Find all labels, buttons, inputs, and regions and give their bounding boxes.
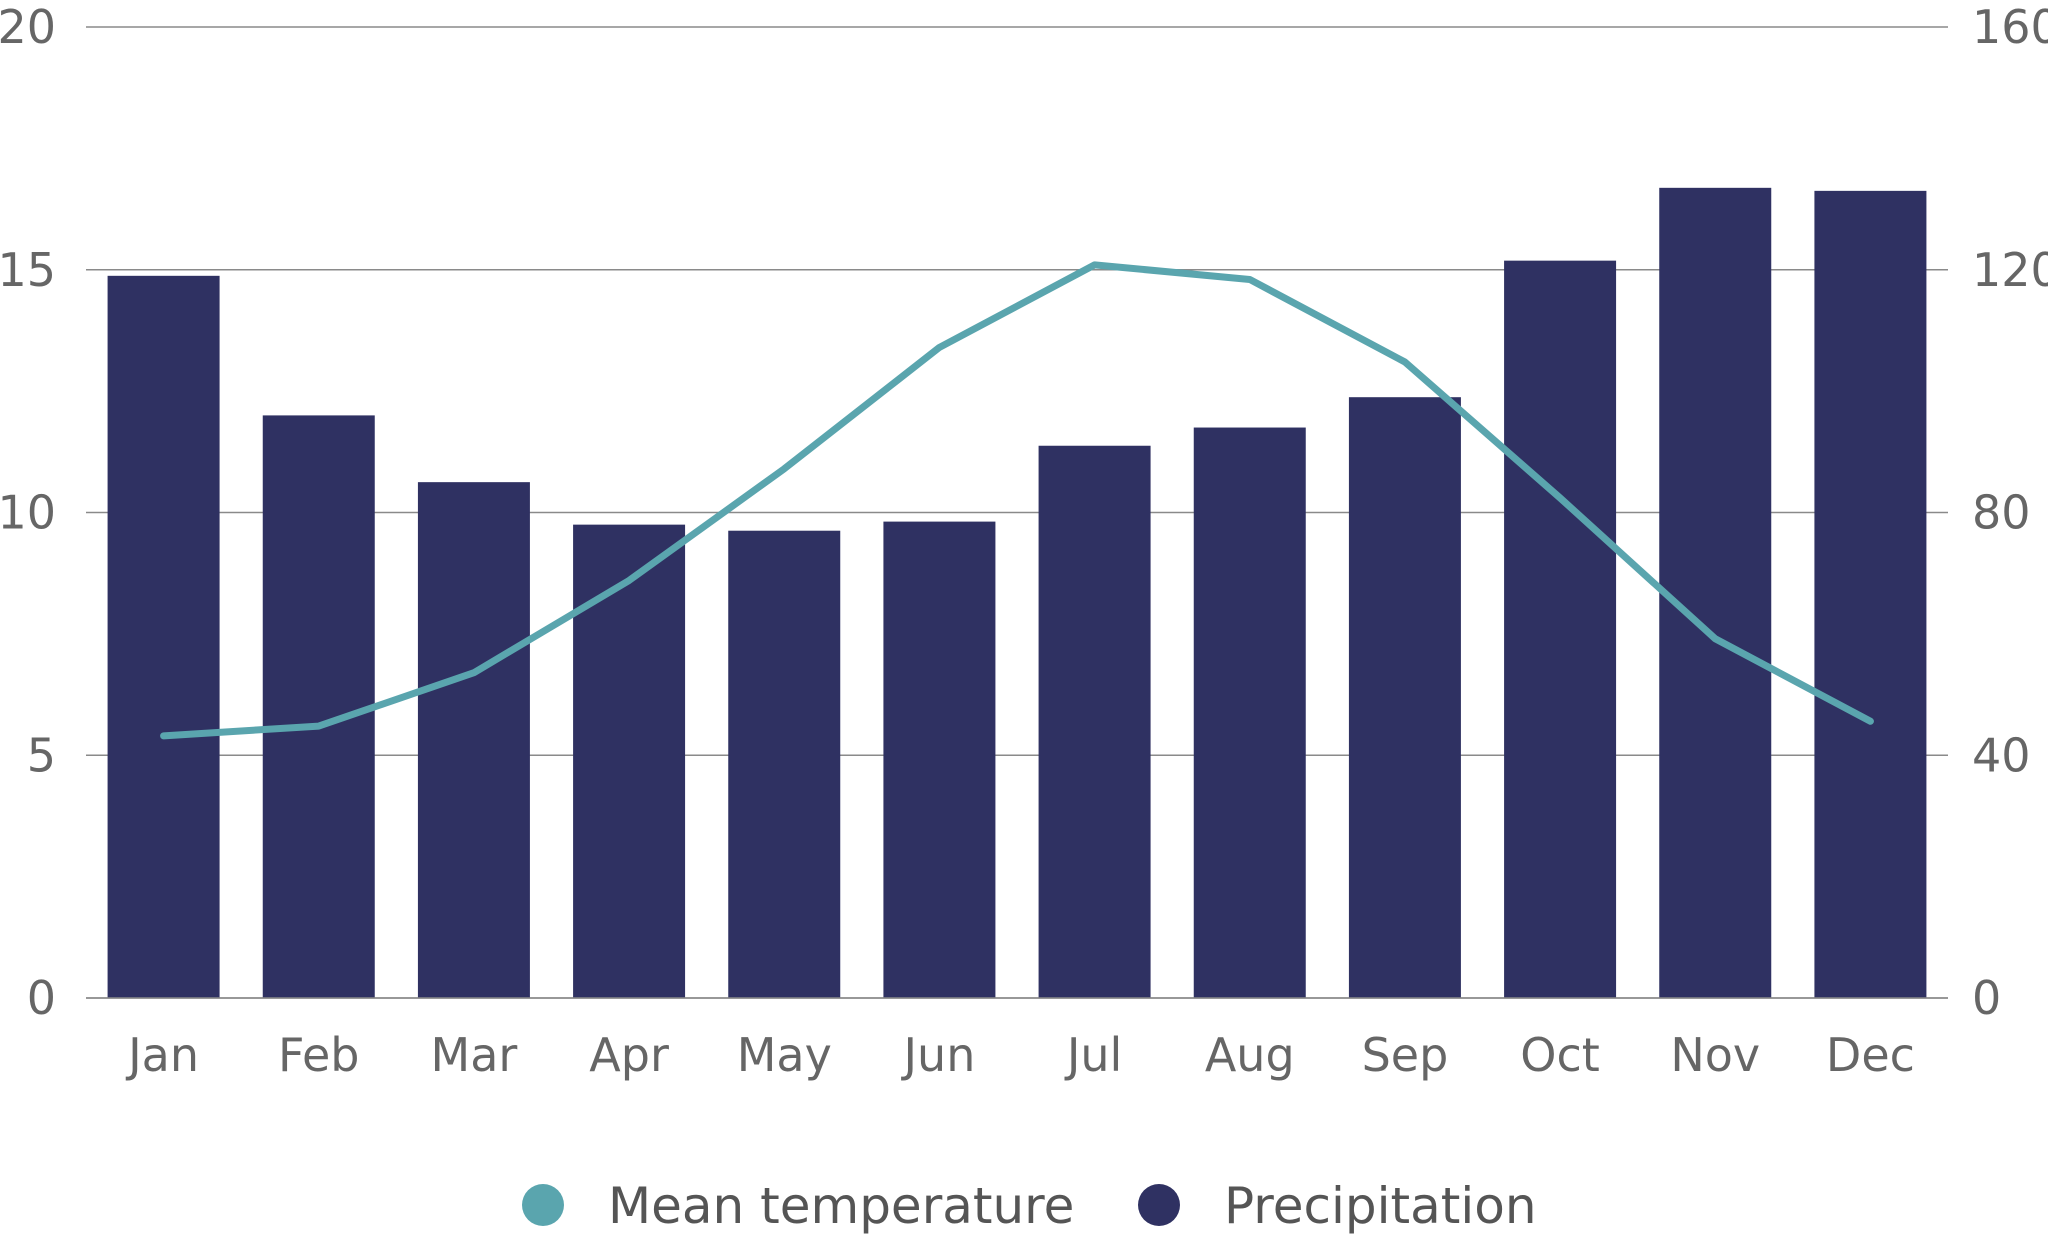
temperature-line-layer (160, 261, 1874, 740)
x-axis-label-mar: Mar (431, 1028, 518, 1082)
right-axis-tick-label: 40 (1972, 728, 2031, 782)
precipitation-bar-apr (573, 524, 686, 998)
left-axis-tick-label: 5 (27, 728, 56, 782)
x-axis-label-aug: Aug (1205, 1028, 1295, 1082)
x-axis-label-jun: Jun (900, 1028, 975, 1082)
x-axis-label-nov: Nov (1670, 1028, 1760, 1082)
precipitation-bar-aug (1193, 427, 1306, 999)
left-axis-tick-label: 0 (27, 971, 56, 1025)
right-axis-tick-label: 120 (1972, 243, 2048, 297)
precipitation-bars (107, 187, 1927, 999)
left-axis-tick-label: 10 (0, 486, 56, 540)
precipitation-bar-oct (1504, 260, 1617, 999)
legend-marker-mean-temperature (522, 1184, 564, 1226)
precipitation-bar-feb (262, 415, 375, 998)
precipitation-bar-dec (1814, 190, 1927, 998)
right-axis-tick-label: 80 (1972, 486, 2031, 540)
legend: Mean temperature Precipitation (522, 1177, 1537, 1235)
precipitation-bar-sep (1348, 397, 1461, 999)
precipitation-bar-may (728, 530, 841, 998)
x-axis-label-may: May (737, 1028, 832, 1082)
legend-marker-precipitation (1138, 1184, 1180, 1226)
precipitation-bar-jun (883, 521, 996, 998)
precipitation-bar-jul (1038, 445, 1151, 998)
x-axis-label-jan: Jan (125, 1028, 199, 1082)
precipitation-bar-mar (417, 482, 530, 998)
precipitation-bar-jan (107, 275, 220, 999)
right-axis-tick-label: 0 (1972, 971, 2001, 1025)
left-axis-tick-label: 20 (0, 0, 56, 54)
right-axis-tick-label: 160 (1972, 0, 2048, 54)
x-axis-label-feb: Feb (278, 1028, 359, 1082)
mean-temperature-line (160, 261, 1874, 740)
precipitation-bar-nov (1659, 187, 1772, 998)
legend-label-mean-temperature: Mean temperature (608, 1177, 1074, 1235)
x-axis-label-apr: Apr (589, 1028, 669, 1082)
legend-label-precipitation: Precipitation (1224, 1177, 1537, 1235)
left-axis-tick-label: 15 (0, 243, 56, 297)
x-axis-label-jul: Jul (1064, 1028, 1123, 1082)
x-axis-label-oct: Oct (1520, 1028, 1600, 1082)
axis-labels: 0 0 5 40 10 80 15 120 20 160 Jan Feb Mar Apr May Jun Jul… (0, 0, 2048, 1082)
x-axis-label-dec: Dec (1826, 1028, 1915, 1082)
x-axis-label-sep: Sep (1362, 1028, 1449, 1082)
